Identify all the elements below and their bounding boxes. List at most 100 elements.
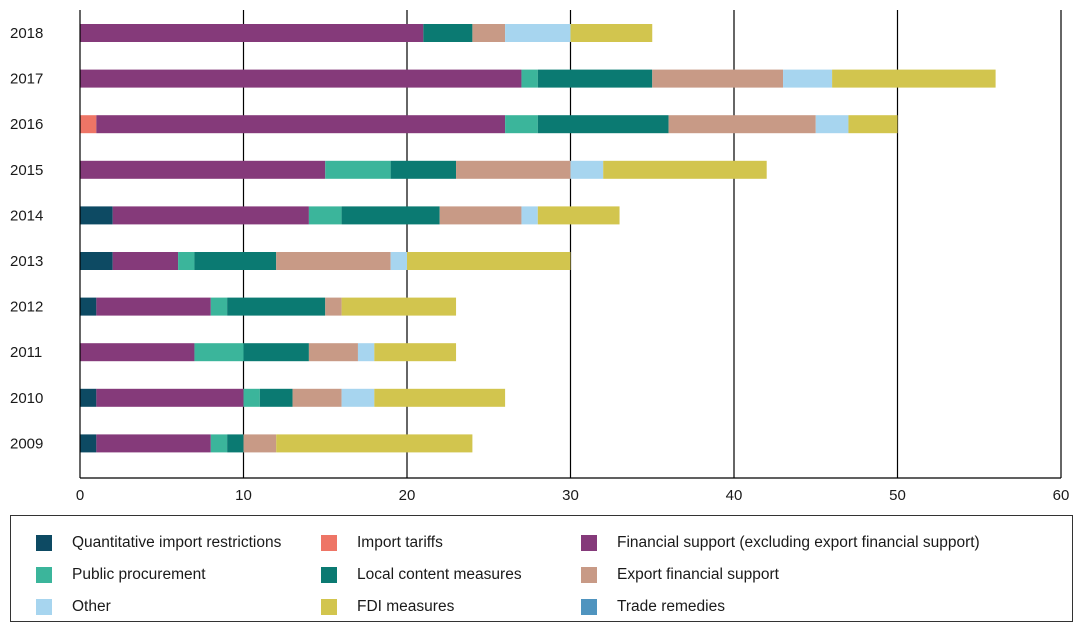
bar-2015-series-7	[603, 160, 767, 179]
bar-2018-series-7	[570, 24, 653, 42]
y-tick-label-2009: 2009	[10, 435, 43, 452]
bar-2013-series-4	[194, 252, 277, 270]
bar-2012-series-5	[325, 297, 342, 316]
bar-2009-series-0	[80, 434, 97, 453]
bar-2013-series-6	[390, 252, 407, 270]
legend: Quantitative import restrictions Import t…	[10, 515, 1073, 622]
bar-2012-series-7	[341, 297, 457, 316]
legend-item: Import tariffs	[321, 533, 443, 553]
bar-2016-series-5	[668, 115, 816, 134]
bar-2015-series-3	[325, 160, 391, 179]
y-tick-label-2010: 2010	[10, 390, 43, 407]
bar-2011-series-3	[194, 343, 244, 362]
bar-2012-series-0	[80, 297, 97, 316]
x-tick-label-20: 20	[399, 487, 416, 504]
x-tick-label-0: 0	[76, 487, 84, 504]
bar-2009-series-3	[210, 434, 228, 453]
legend-swatch	[36, 599, 52, 615]
legend-swatch	[321, 567, 337, 583]
legend-item: FDI measures	[321, 597, 454, 617]
bar-2016-series-7	[848, 115, 898, 134]
bar-2011-series-7	[374, 343, 457, 362]
y-tick-label-2015: 2015	[10, 162, 43, 179]
bar-2015-series-4	[390, 160, 457, 179]
legend-item: Local content measures	[321, 565, 522, 585]
bar-2015-series-2	[80, 160, 326, 179]
bar-2009-series-7	[276, 434, 473, 453]
bar-2016-series-4	[537, 115, 669, 134]
x-tick-label-30: 30	[562, 487, 579, 504]
bar-2014-series-5	[439, 206, 522, 225]
bar-2016-series-6	[815, 115, 849, 134]
bar-2016-series-2	[96, 115, 506, 134]
bar-2018-series-5	[472, 24, 506, 42]
bar-2010-series-4	[259, 388, 293, 407]
bar-2009-series-5	[243, 434, 277, 453]
legend-swatch	[36, 567, 52, 583]
bar-2009-series-4	[227, 434, 244, 453]
bar-2010-series-2	[96, 388, 244, 407]
legend-swatch	[321, 535, 337, 551]
legend-swatch	[581, 567, 597, 583]
legend-label: Export financial support	[617, 566, 779, 583]
bar-2011-series-6	[357, 343, 375, 362]
bar-2014-series-6	[521, 206, 538, 225]
y-tick-label-2011: 2011	[10, 344, 42, 361]
bar-2017-series-6	[783, 69, 833, 88]
legend-swatch	[321, 599, 337, 615]
x-tick-label-10: 10	[235, 487, 252, 504]
bar-2014-series-4	[341, 206, 440, 225]
x-tick-label-50: 50	[889, 487, 906, 504]
bar-2016-series-1	[80, 115, 97, 134]
y-tick-label-2012: 2012	[10, 299, 43, 316]
bar-2010-series-6	[341, 388, 375, 407]
legend-item: Quantitative import restrictions	[36, 533, 281, 553]
x-tick-label-40: 40	[726, 487, 743, 504]
bar-2014-series-2	[112, 206, 309, 225]
bar-2010-series-7	[374, 388, 506, 407]
bar-2011-series-2	[80, 343, 195, 362]
legend-label: Other	[72, 598, 111, 615]
bar-2017-series-7	[832, 69, 996, 88]
legend-label: Public procurement	[72, 566, 206, 583]
legend-label: Financial support (excluding export fina…	[617, 534, 980, 551]
y-tick-label-2014: 2014	[10, 207, 43, 224]
bar-2013-series-2	[112, 252, 179, 270]
bar-2017-series-4	[537, 69, 653, 88]
legend-item: Public procurement	[36, 565, 206, 585]
y-tick-label-2013: 2013	[10, 253, 43, 270]
bar-2012-series-3	[210, 297, 228, 316]
y-tick-label-2017: 2017	[10, 71, 43, 88]
legend-item: Trade remedies	[581, 597, 725, 617]
bar-2014-series-7	[537, 206, 620, 225]
bar-2009-series-2	[96, 434, 211, 453]
legend-label: Local content measures	[357, 566, 522, 583]
legend-item: Export financial support	[581, 565, 779, 585]
bar-2018-series-6	[505, 24, 571, 42]
bar-2015-series-6	[570, 160, 604, 179]
bar-2015-series-5	[456, 160, 571, 179]
legend-label: Import tariffs	[357, 534, 443, 551]
legend-swatch	[581, 599, 597, 615]
legend-swatch	[581, 535, 597, 551]
legend-swatch	[36, 535, 52, 551]
legend-label: Trade remedies	[617, 598, 725, 615]
bar-2013-series-7	[407, 252, 571, 270]
legend-item: Other	[36, 597, 111, 617]
legend-item: Financial support (excluding export fina…	[581, 533, 980, 553]
bar-2010-series-3	[243, 388, 260, 407]
bar-2010-series-0	[80, 388, 97, 407]
bar-2017-series-3	[521, 69, 538, 88]
bar-2011-series-4	[243, 343, 309, 362]
y-tick-label-2018: 2018	[10, 25, 43, 42]
bar-2014-series-3	[308, 206, 342, 225]
bar-2010-series-5	[292, 388, 342, 407]
bar-2012-series-2	[96, 297, 211, 316]
bar-2017-series-5	[652, 69, 784, 88]
y-tick-label-2016: 2016	[10, 116, 43, 133]
bar-2017-series-2	[80, 69, 522, 88]
bar-2012-series-4	[227, 297, 326, 316]
bar-2013-series-3	[178, 252, 195, 270]
bar-2014-series-0	[80, 206, 113, 225]
legend-label: FDI measures	[357, 598, 455, 615]
